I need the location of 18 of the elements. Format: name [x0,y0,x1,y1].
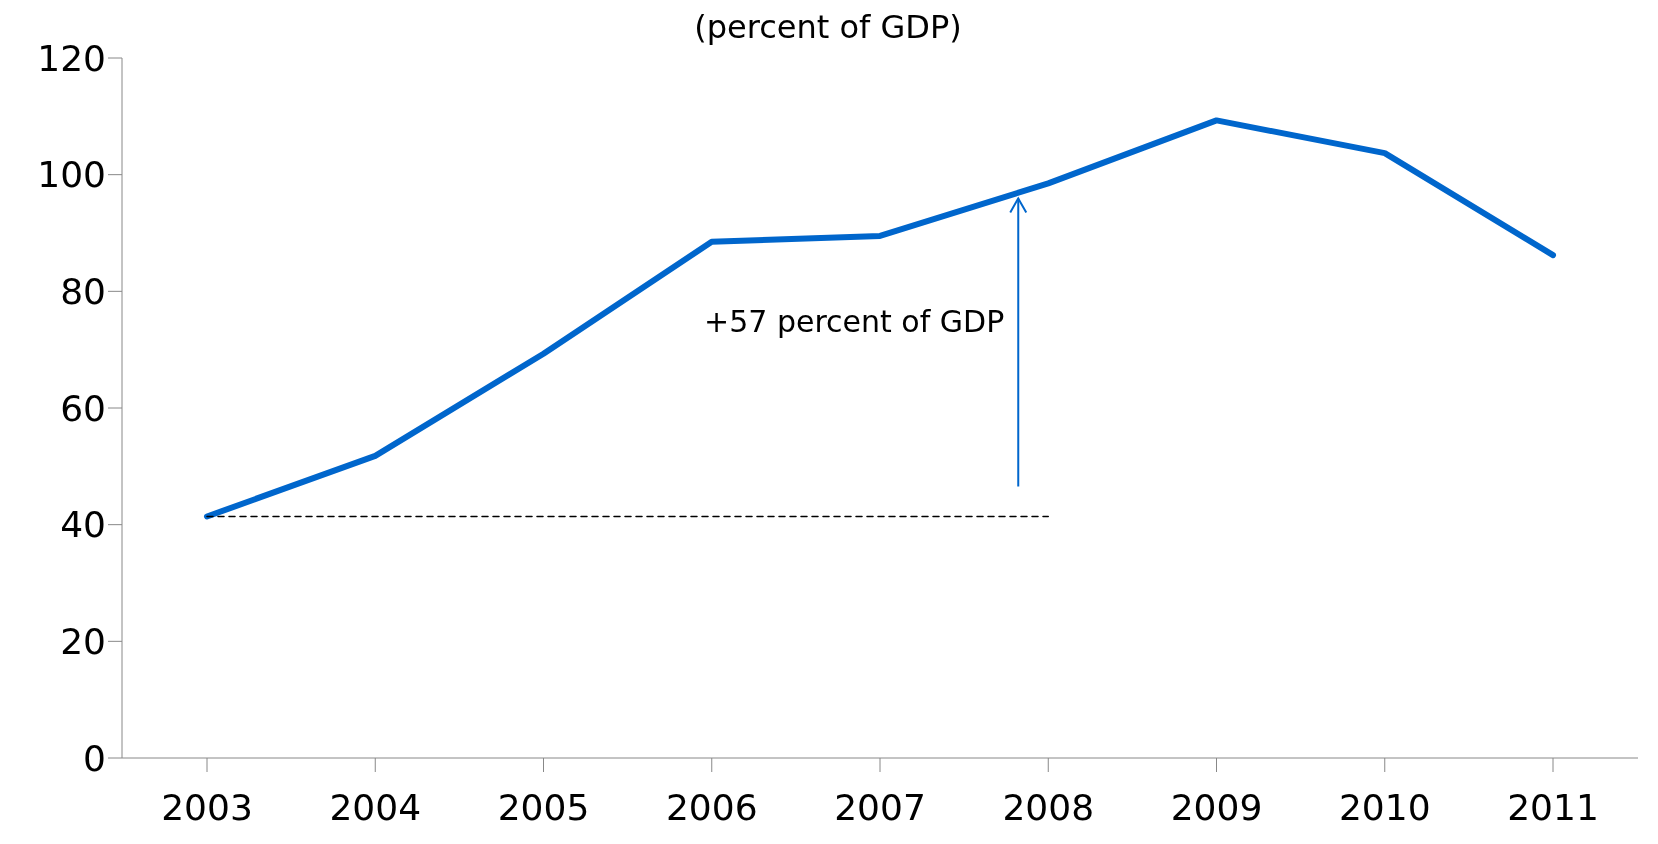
y-tick-label: 20 [60,621,106,663]
x-tick-label: 2007 [834,786,926,828]
annotation: +57 percent of GDP [704,304,1005,340]
x-tick-label: 2004 [329,786,422,828]
x-tick-label: 2009 [1170,786,1263,828]
y-tick-label: 80 [60,271,106,313]
x-tick-label: 2005 [497,786,590,828]
x-tick-label: 2011 [1507,786,1599,828]
x-tick-label: 2008 [1002,786,1095,828]
y-tick-label: 40 [60,504,106,546]
y-tick-label: 100 [37,154,106,196]
y-tick-label: 60 [60,387,106,429]
y-tick-label: 0 [83,737,106,779]
x-tick-label: 2010 [1338,786,1431,828]
y-tick-label: 120 [37,37,106,79]
chart-subtitle: (percent of GDP) [694,8,962,46]
x-tick-label: 2003 [161,786,253,828]
x-tick-label: 2006 [665,786,758,828]
